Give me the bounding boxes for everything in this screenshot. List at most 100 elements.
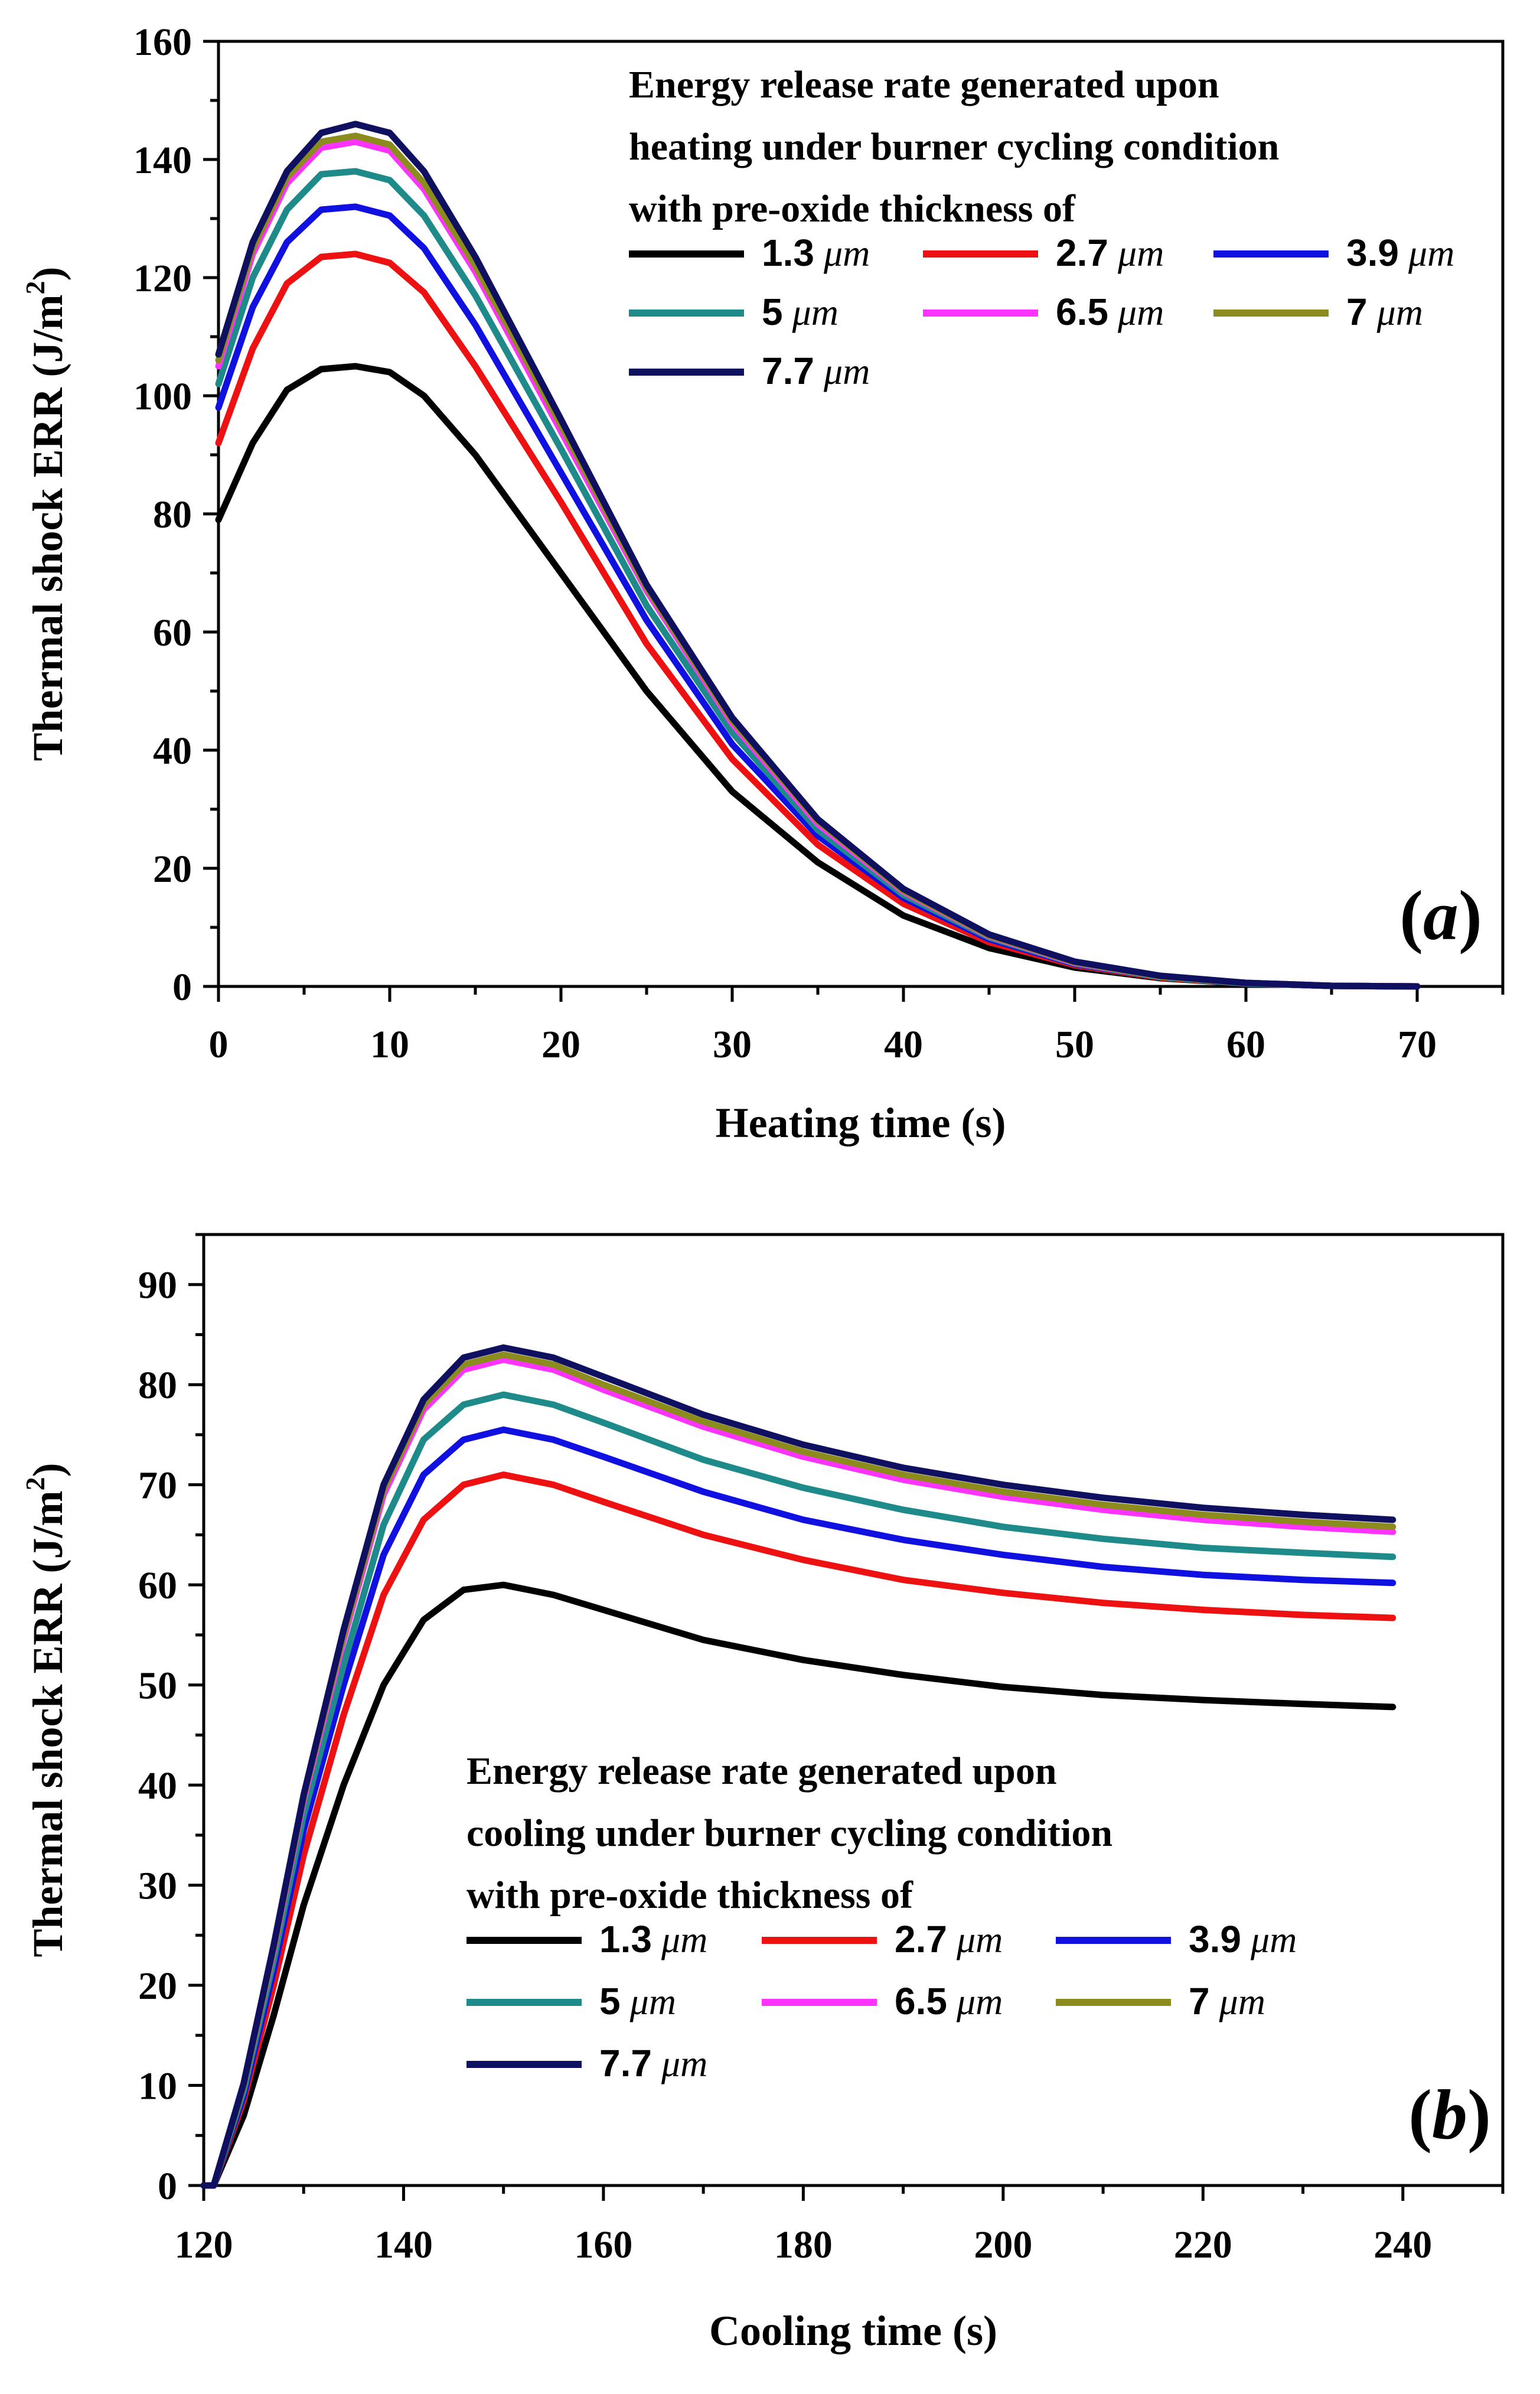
legend-title-line: with pre-oxide thickness of <box>466 1874 913 1917</box>
x-axis-title: Heating time (s) <box>716 1099 1006 1146</box>
legend-label-1-3: 1.3 μm <box>599 1918 707 1960</box>
series-line-1-3 <box>200 1581 1397 2189</box>
legend-label-unit: μm <box>823 350 870 392</box>
panel-label-close: ) <box>1467 2075 1491 2154</box>
y-tick-label: 80 <box>138 1364 177 1407</box>
legend-label-value: 6.5 <box>895 1980 947 2022</box>
y-tick-label: 30 <box>138 1865 177 1908</box>
legend-label-unit: μm <box>1219 1981 1265 2022</box>
x-tick-label: 30 <box>713 1023 752 1066</box>
x-tick-label: 10 <box>370 1023 409 1066</box>
legend-label-6-5: 6.5 μm <box>1056 291 1164 333</box>
x-tick-label: 40 <box>884 1023 923 1066</box>
legend-label-value: 2.7 <box>895 1918 947 1960</box>
legend-label-unit: μm <box>661 2043 707 2084</box>
legend-label-value: 3.9 <box>1189 1918 1241 1960</box>
legend-label-unit: μm <box>956 1919 1003 1960</box>
legend-title-line: with pre-oxide thickness of <box>629 187 1076 230</box>
y-tick-label: 90 <box>138 1264 177 1307</box>
panel-label: (b) <box>1408 2075 1491 2154</box>
legend-label-value: 7 <box>1346 291 1368 333</box>
y-tick-label: 10 <box>138 2065 177 2108</box>
legend-label-1-3: 1.3 μm <box>762 232 870 274</box>
y-axis-title-superscript: 2 <box>20 1477 50 1490</box>
y-tick-label: 160 <box>133 21 192 64</box>
y-axis-title-main: Thermal shock ERR (J/m <box>24 294 71 761</box>
legend-label-7-7: 7.7 μm <box>762 350 870 392</box>
panel-label: (a) <box>1399 876 1482 955</box>
y-tick-label: 0 <box>172 966 192 1009</box>
legend-label-value: 5 <box>599 1980 621 2022</box>
series-line-2-7 <box>215 250 1421 990</box>
legend-label-unit: μm <box>1117 291 1164 333</box>
y-tick-label: 120 <box>133 257 192 300</box>
legend-label-value: 6.5 <box>1056 291 1108 333</box>
x-tick-label: 200 <box>974 2223 1032 2266</box>
x-tick-label: 180 <box>774 2223 833 2266</box>
legend-label-unit: μm <box>956 1981 1003 2022</box>
legend-title-line: cooling under burner cycling condition <box>466 1812 1112 1855</box>
x-tick-label: 140 <box>374 2223 433 2266</box>
y-tick-label: 60 <box>153 611 192 654</box>
x-tick-label: 160 <box>574 2223 632 2266</box>
y-axis-title-close: ) <box>24 267 71 281</box>
y-tick-label: 50 <box>138 1665 177 1708</box>
legend-label-2-7: 2.7 μm <box>1056 232 1164 274</box>
plot-frame <box>202 1233 1505 2187</box>
panel-label-letter: a <box>1423 876 1459 955</box>
y-tick-label: 20 <box>153 848 192 891</box>
y-tick-label: 40 <box>153 729 192 773</box>
legend-label-unit: μm <box>1250 1919 1297 1960</box>
chart-panel-b: 120 140 160 180 200 220 240 0 10 20 30 40 50 60 70 80 90… <box>20 1233 1505 2354</box>
x-tick-label: 70 <box>1398 1023 1437 1066</box>
y-tick-label: 40 <box>138 1764 177 1807</box>
plot-frame <box>217 40 1505 988</box>
legend-label-value: 5 <box>762 291 783 333</box>
legend: Energy release rate generated upon heatin… <box>629 63 1454 392</box>
legend-label-2-7: 2.7 μm <box>895 1918 1003 1960</box>
y-tick-label: 60 <box>138 1564 177 1607</box>
legend-label-value: 7 <box>1189 1980 1210 2022</box>
x-tick-label: 220 <box>1174 2223 1232 2266</box>
legend: Energy release rate generated upon coolin… <box>466 1750 1297 2084</box>
y-axis-title-superscript: 2 <box>20 281 50 294</box>
y-axis-title-close: ) <box>24 1463 71 1477</box>
y-tick-label: 80 <box>153 493 192 536</box>
y-axis-title: Thermal shock ERR (J/m2) <box>20 1463 71 1957</box>
legend-label-unit: μm <box>629 1981 676 2022</box>
chart-panel-a: 0 10 20 30 40 50 60 70 0 20 40 60 80 100 120 140 160 Heat… <box>20 21 1505 1146</box>
legend-label-value: 1.3 <box>762 232 814 274</box>
legend-label-5: 5 μm <box>599 1980 676 2022</box>
legend-label-7: 7 μm <box>1189 1980 1265 2022</box>
y-tick-label: 0 <box>158 2165 177 2208</box>
legend-label-value: 3.9 <box>1346 232 1399 274</box>
series-line-2-7 <box>200 1471 1397 2189</box>
legend-label-value: 7.7 <box>762 350 814 392</box>
x-tick-label: 60 <box>1226 1023 1265 1066</box>
series-line-7-7 <box>215 120 1421 990</box>
legend-label-unit: μm <box>792 291 838 333</box>
legend-label-unit: μm <box>823 232 870 274</box>
legend-label-unit: μm <box>1408 232 1454 274</box>
legend-label-value: 1.3 <box>599 1918 652 1960</box>
legend-label-unit: μm <box>1376 291 1423 333</box>
panel-label-close: ) <box>1459 876 1482 955</box>
legend-label-unit: μm <box>1117 232 1164 274</box>
series-line-1-3 <box>215 363 1421 990</box>
legend-label-5: 5 μm <box>762 291 838 333</box>
legend-label-3-9: 3.9 μm <box>1346 232 1454 274</box>
legend-label-unit: μm <box>661 1919 707 1960</box>
legend-label-value: 2.7 <box>1056 232 1108 274</box>
x-tick-label: 0 <box>209 1023 229 1066</box>
legend-label-value: 7.7 <box>599 2042 652 2084</box>
x-tick-label: 20 <box>541 1023 580 1066</box>
y-tick-label: 70 <box>138 1464 177 1507</box>
y-tick-label: 100 <box>133 375 192 418</box>
panel-label-open: ( <box>1399 876 1423 955</box>
x-tick-label: 240 <box>1373 2223 1432 2266</box>
y-tick-label: 20 <box>138 1965 177 2008</box>
y-axis-title: Thermal shock ERR (J/m2) <box>20 267 71 761</box>
legend-label-6-5: 6.5 μm <box>895 1980 1003 2022</box>
legend-title-line: heating under burner cycling condition <box>629 125 1279 168</box>
